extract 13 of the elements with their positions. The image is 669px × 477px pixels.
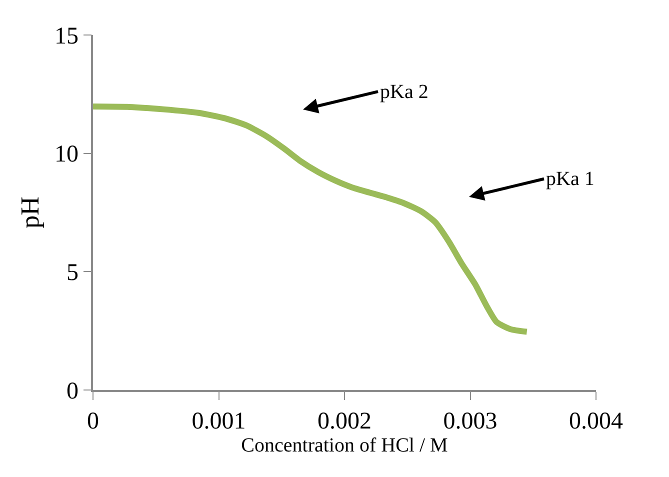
- x-tick-label: 0: [87, 408, 99, 435]
- x-tick-label: 0.001: [192, 408, 246, 435]
- y-tick-label: 10: [54, 142, 78, 168]
- x-tick-label: 0.004: [569, 408, 623, 435]
- x-tick-label: 0.002: [318, 408, 372, 435]
- y-tick-label: 0: [66, 378, 78, 404]
- x-axis-title: Concentration of HCl / M: [241, 434, 448, 457]
- x-tick-label: 0.003: [443, 408, 498, 435]
- y-axis-title: pH: [15, 196, 44, 228]
- annotation: pKa 2: [380, 81, 428, 103]
- annotation: pKa 1: [546, 168, 594, 190]
- y-tick-label: 15: [54, 23, 78, 50]
- y-tick-label: 5: [66, 260, 78, 286]
